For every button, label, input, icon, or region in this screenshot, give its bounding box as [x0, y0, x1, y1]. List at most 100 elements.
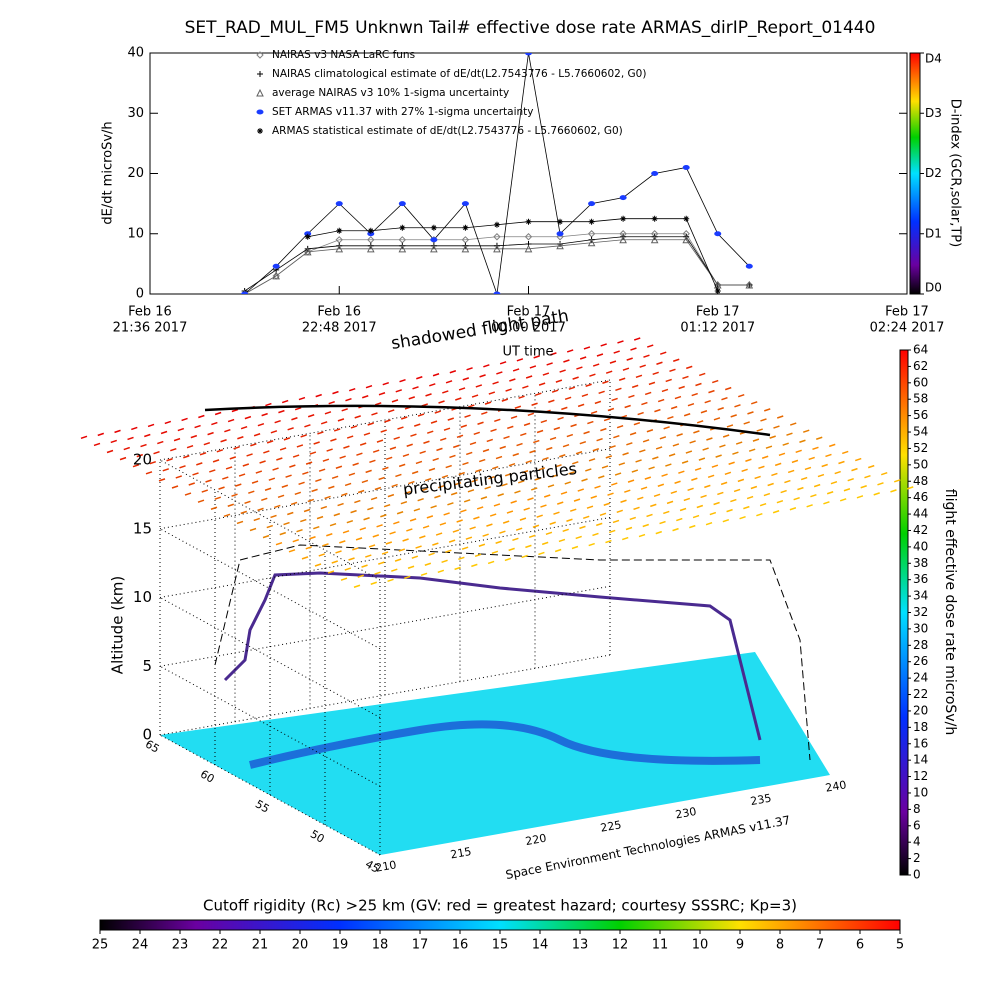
particle-dash — [659, 436, 667, 440]
z-tick-label: 20 — [133, 451, 152, 469]
particle-dash — [873, 492, 880, 496]
particle-dash — [624, 404, 631, 409]
particle-dash — [527, 412, 535, 417]
particle-dash — [514, 405, 522, 409]
particle-dash — [789, 507, 797, 511]
particle-dash — [264, 487, 272, 491]
particle-dash — [560, 491, 568, 495]
particle-dash — [475, 468, 482, 473]
particle-dash — [691, 477, 698, 481]
particle-dash — [700, 494, 707, 499]
particle-dash — [473, 516, 480, 520]
particle-dash — [463, 499, 471, 503]
particle-dash — [635, 374, 643, 379]
colorbar-tick-label: 48 — [913, 474, 928, 488]
x-tick-label: Feb 17 — [885, 305, 929, 320]
particle-dash — [479, 374, 486, 378]
particle-dash — [380, 514, 387, 518]
particle-dash — [555, 464, 562, 468]
particle-dash — [893, 479, 901, 483]
particle-dash — [759, 502, 767, 507]
particle-dash — [609, 445, 616, 449]
particle-dash — [363, 432, 371, 436]
particle-dash — [504, 557, 512, 562]
particle-dash — [525, 544, 532, 549]
particle-dash — [810, 493, 817, 498]
particle-dash — [301, 556, 309, 560]
particle-dash — [698, 457, 706, 461]
particle-dash — [655, 530, 663, 535]
particle-dash — [424, 477, 432, 482]
particle-dash — [488, 476, 495, 480]
colorbar-tick-label: 24 — [132, 938, 149, 953]
x-axis-title: UT time — [503, 345, 554, 360]
particle-dash — [396, 511, 404, 515]
particle-dash — [767, 482, 774, 487]
particle-dash — [689, 440, 696, 444]
dindex-colorbar — [909, 52, 921, 295]
particle-dash — [721, 396, 728, 401]
particle-dash — [419, 450, 426, 455]
particle-dash — [637, 496, 644, 500]
particle-dash — [763, 408, 771, 412]
particle-dash — [492, 381, 499, 385]
particle-dash — [270, 430, 278, 434]
marker — [430, 224, 437, 231]
particle-dash — [378, 561, 385, 565]
particle-dash — [361, 564, 368, 568]
particle-dash — [717, 491, 724, 496]
particle-dash — [411, 470, 419, 475]
particle-dash — [602, 380, 609, 384]
x-tick-label: 02:24 2017 — [870, 321, 945, 336]
particle-dash — [353, 584, 361, 588]
particle-dash — [583, 430, 590, 435]
particle-dash — [588, 458, 596, 462]
particle-dash — [830, 480, 838, 485]
particle-dash — [211, 421, 218, 426]
particle-dash — [704, 399, 711, 404]
colorbar-tick-label: 54 — [913, 425, 928, 439]
particle-dash — [668, 453, 676, 457]
particle-dash — [522, 385, 529, 389]
particle-dash — [613, 350, 620, 354]
particle-dash — [309, 536, 316, 540]
x-tick-label: 01:12 2017 — [680, 321, 755, 336]
particle-dash — [279, 531, 287, 536]
marker — [493, 291, 501, 294]
particle-dash — [359, 527, 367, 531]
colorbar-tick-label: D0 — [925, 281, 942, 295]
particle-dash — [449, 370, 457, 374]
particle-dash — [467, 489, 475, 493]
particle-dash — [413, 423, 421, 427]
colorbar-tick-label: 24 — [913, 671, 928, 685]
particle-dash — [346, 520, 354, 524]
particle-dash — [153, 450, 160, 455]
particle-dash — [210, 506, 218, 510]
particle-dash — [791, 459, 799, 464]
particle-dash — [579, 356, 587, 360]
particle-dash — [468, 404, 475, 408]
particle-dash — [577, 403, 585, 408]
particle-dash — [828, 443, 836, 448]
particle-dash — [233, 446, 240, 450]
particle-dash — [621, 536, 629, 541]
particle-dash — [374, 486, 382, 491]
particle-dash — [345, 398, 352, 402]
particle-dash — [291, 417, 298, 421]
particle-dash — [283, 437, 291, 441]
colorbar-tick-label: 10 — [913, 785, 928, 799]
particle-dash — [378, 476, 385, 481]
colorbar-tick-label: 52 — [913, 441, 928, 455]
particle-dash — [696, 420, 704, 424]
particle-dash — [80, 435, 88, 440]
particle-dash — [646, 513, 653, 518]
particle-dash — [546, 362, 553, 366]
particle-dash — [847, 477, 854, 482]
colorbar-tick-label: 34 — [913, 589, 928, 603]
particle-dash — [395, 473, 402, 478]
particle-dash — [394, 558, 402, 562]
series-line — [244, 53, 750, 294]
particle-dash — [815, 436, 823, 440]
legend-marker — [256, 51, 264, 59]
particle-dash — [667, 415, 674, 420]
